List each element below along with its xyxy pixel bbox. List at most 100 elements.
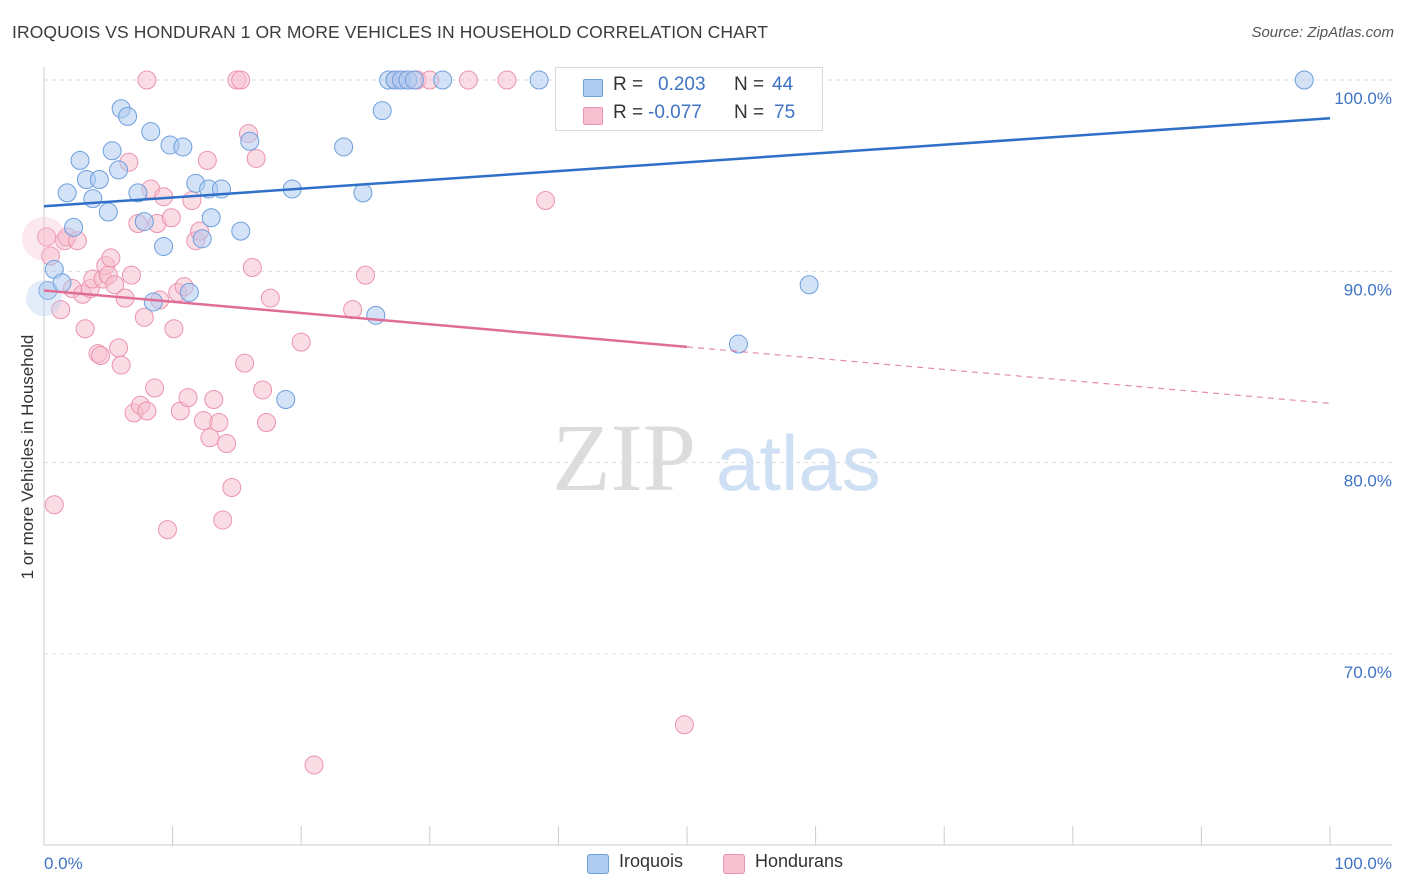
hondurans-point — [217, 434, 237, 454]
hondurans-point — [213, 510, 233, 530]
iroquois-point — [173, 137, 193, 157]
hondurans-legend-swatch — [723, 854, 745, 874]
y-tick-labels: 100.0% 90.0% 80.0% 70.0% — [1334, 89, 1392, 682]
hondurans-point — [37, 227, 57, 247]
iroquois-point — [57, 183, 77, 203]
hondurans-point — [231, 70, 251, 90]
hondurans-swatch — [583, 107, 603, 125]
iroquois-point — [334, 137, 354, 157]
iroquois-point — [128, 183, 148, 203]
iroquois-point — [1294, 70, 1314, 90]
legend-iroquois-n: 44 — [772, 74, 794, 95]
iroquois-point — [70, 150, 90, 170]
iroquois-point — [529, 70, 549, 90]
iroquois-point — [372, 101, 392, 121]
hondurans-point — [182, 191, 202, 211]
iroquois-point — [728, 334, 748, 354]
y-axis-label: 1 or more Vehicles in Household — [18, 335, 37, 580]
hondurans-point — [674, 715, 694, 735]
hondurans-point — [458, 70, 478, 90]
hondurans-point — [497, 70, 517, 90]
hondurans-point — [134, 307, 154, 327]
hondurans-point — [164, 319, 184, 339]
hondurans-point — [157, 520, 177, 540]
watermark-atlas: atlas — [716, 419, 881, 507]
correlation-legend: R = 0.203 N = 44 R = -0.077 N = 75 — [555, 67, 823, 131]
hondurans-legend-label: Hondurans — [755, 851, 844, 871]
hondurans-point — [75, 319, 95, 339]
hondurans-point — [222, 478, 242, 498]
iroquois-point — [64, 217, 84, 237]
iroquois-legend-swatch — [587, 854, 609, 874]
iroquois-point — [366, 305, 386, 325]
y-tick-label: 90.0% — [1344, 280, 1392, 299]
trend-lines — [43, 117, 1331, 404]
chart-title: IROQUOIS VS HONDURAN 1 OR MORE VEHICLES … — [12, 22, 769, 42]
hondurans-point — [51, 300, 71, 320]
hondurans-trend-extension — [686, 346, 1331, 404]
iroquois-point — [353, 183, 373, 203]
hondurans-point — [91, 346, 111, 366]
watermark-zip: ZIP — [552, 404, 696, 511]
iroquois-point — [98, 202, 118, 222]
hondurans-point — [101, 248, 121, 268]
watermark: ZIP atlas — [552, 404, 881, 511]
hondurans-point — [235, 353, 255, 373]
hondurans-point — [197, 150, 217, 170]
iroquois-point — [109, 160, 129, 180]
hondurans-point — [178, 388, 198, 408]
legend-hondurans-r: -0.077 — [648, 102, 702, 123]
legend-n-label: N = — [734, 74, 765, 95]
iroquois-legend-label: Iroquois — [619, 851, 684, 871]
hondurans-point — [121, 265, 141, 285]
hondurans-point — [109, 338, 129, 358]
hondurans-point — [209, 412, 229, 432]
hondurans-point — [256, 412, 276, 432]
hondurans-point — [137, 401, 157, 421]
hondurans-point — [246, 148, 266, 168]
legend-iroquois-r: 0.203 — [658, 74, 706, 95]
x-tick-label: 100.0% — [1334, 854, 1392, 873]
iroquois-point — [143, 292, 163, 312]
legend-hondurans-n: 75 — [774, 102, 796, 123]
hondurans-point — [22, 216, 66, 261]
legend-n-label: N = — [734, 102, 765, 123]
iroquois-point — [141, 122, 161, 142]
iroquois-points — [26, 70, 1314, 410]
hondurans-point — [304, 755, 324, 775]
hondurans-trend-line — [43, 289, 688, 349]
iroquois-point — [118, 106, 138, 126]
hondurans-point — [111, 355, 131, 375]
hondurans-points — [22, 70, 694, 775]
iroquois-point — [433, 70, 453, 90]
iroquois-swatch — [583, 79, 603, 97]
iroquois-point — [240, 131, 260, 151]
hondurans-point — [137, 70, 157, 90]
hondurans-point — [356, 265, 375, 285]
hondurans-point — [44, 495, 64, 515]
iroquois-point — [89, 169, 109, 189]
iroquois-point — [192, 229, 212, 249]
iroquois-point — [404, 70, 424, 90]
legend-r-label: R = — [613, 102, 644, 123]
iroquois-point — [231, 221, 251, 241]
iroquois-point — [179, 282, 199, 302]
iroquois-point — [276, 390, 296, 410]
x-tick-labels: 0.0% 100.0% — [44, 854, 1392, 873]
hondurans-point — [204, 390, 224, 410]
axes — [43, 67, 1392, 846]
iroquois-point — [154, 236, 174, 256]
hondurans-point — [200, 428, 220, 448]
iroquois-point — [201, 208, 221, 228]
iroquois-point — [26, 280, 62, 317]
iroquois-point — [799, 275, 819, 295]
hondurans-point — [536, 191, 556, 211]
hondurans-point — [161, 208, 181, 228]
y-tick-label: 100.0% — [1334, 89, 1392, 108]
chart-source: Source: ZipAtlas.com — [1251, 24, 1394, 41]
hondurans-point — [145, 378, 165, 398]
iroquois-trend-line — [43, 117, 1331, 208]
x-tick-label: 0.0% — [44, 854, 83, 873]
hondurans-point — [242, 258, 262, 278]
